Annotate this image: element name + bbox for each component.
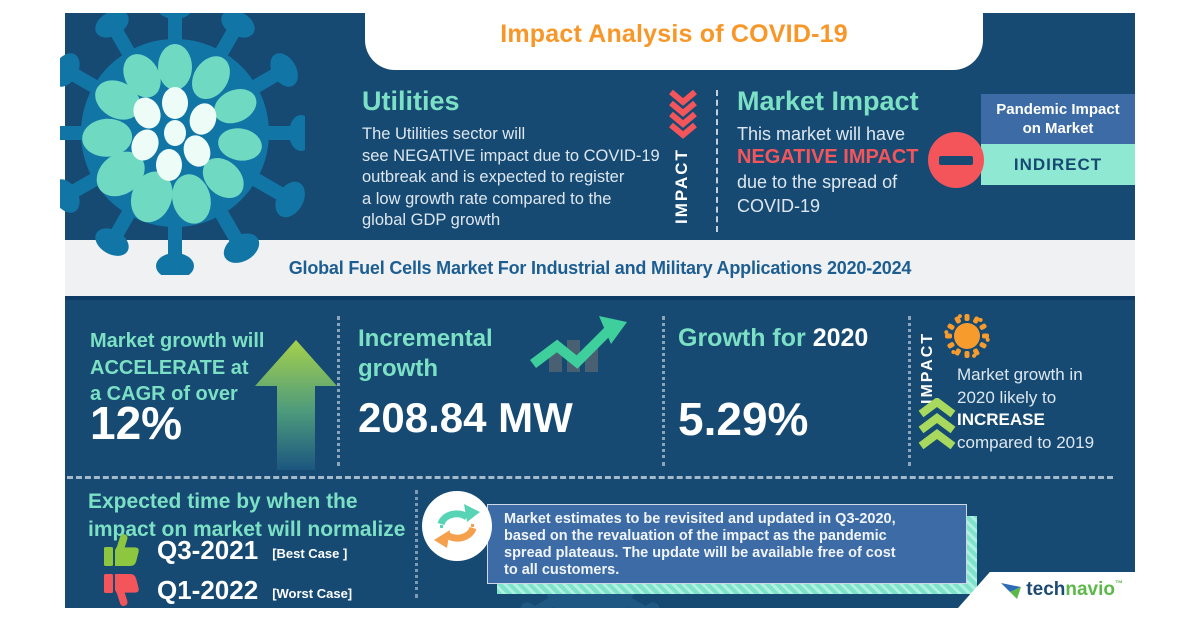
note-line: spread plateaus. The update will be avai… xyxy=(504,545,896,561)
column-divider xyxy=(337,316,340,466)
chevron-up-icon xyxy=(918,398,956,450)
market-impact-highlight: NEGATIVE IMPACT xyxy=(737,146,919,168)
impact-2020-line: compared to 2019 xyxy=(957,432,1095,452)
vertical-divider xyxy=(716,90,718,232)
banner-title: Impact Analysis of COVID-19 xyxy=(500,20,848,48)
impact-2020-highlight: INCREASE xyxy=(957,410,1045,429)
note-line: to all customers. xyxy=(504,562,620,578)
pandemic-impact-value: INDIRECT xyxy=(981,144,1135,185)
growth-arrow-icon xyxy=(255,340,337,470)
cagr-heading-line: a CAGR of over xyxy=(90,383,238,405)
growth-2020-value: 5.29% xyxy=(678,393,809,445)
coronavirus-icon xyxy=(60,13,305,275)
incremental-growth-value: 208.84 MW xyxy=(358,394,573,441)
note-box: Market estimates to be revisited and upd… xyxy=(487,504,967,584)
pandemic-impact-title: Pandemic Impact on Market xyxy=(981,94,1135,144)
normalize-heading-line: Expected time by when the xyxy=(88,490,358,513)
impact-vertical-label: IMPACT xyxy=(672,148,691,224)
banner: Impact Analysis of COVID-19 xyxy=(365,0,983,70)
column-divider xyxy=(908,316,911,466)
impact-vertical-label: IMPACT xyxy=(919,331,936,404)
utilities-heading: Utilities xyxy=(362,86,460,116)
stats-panel: Market growth will ACCELERATE at a CAGR … xyxy=(65,300,1135,608)
note-line: Market estimates to be revisited and upd… xyxy=(504,511,896,527)
best-case-label: [Best Case ] xyxy=(272,546,348,561)
utilities-line: see NEGATIVE impact due to COVID-19 xyxy=(362,146,660,165)
incremental-growth-label: Incremental growth xyxy=(358,325,493,382)
orange-virus-icon xyxy=(944,314,990,358)
growth-2020-label-accent: Growth for xyxy=(678,324,813,352)
best-case-row: Q3-2021 [Best Case ] xyxy=(103,532,347,568)
normalize-heading: Expected time by when the impact on mark… xyxy=(88,488,405,543)
thumbs-up-icon xyxy=(104,533,139,566)
note-text: Market estimates to be revisited and upd… xyxy=(504,511,958,579)
utilities-line: global GDP growth xyxy=(362,211,501,229)
growth-2020-label: Growth for 2020 xyxy=(678,324,868,353)
thumbs-down-icon xyxy=(104,574,139,607)
technavio-arrow-icon xyxy=(1001,583,1022,599)
cagr-value: 12% xyxy=(90,397,183,449)
cagr-heading: Market growth will ACCELERATE at a CAGR … xyxy=(90,328,264,408)
growth-2020-label-year: 2020 xyxy=(812,324,869,352)
utilities-description: The Utilities sector will see NEGATIVE i… xyxy=(362,124,660,232)
worst-case-row: Q1-2022 [Worst Case] xyxy=(103,572,352,608)
chevron-down-icon xyxy=(669,90,697,139)
utilities-line: The Utilities sector will xyxy=(362,125,526,143)
utilities-line: outbreak and is expected to register xyxy=(362,168,625,186)
technavio-wordmark: technavio™ xyxy=(1026,579,1123,600)
note-line: based on the revaluation of the impact a… xyxy=(504,528,887,544)
utilities-line: a low growth rate compared to the xyxy=(362,189,612,208)
trend-chart-icon xyxy=(530,316,627,372)
worst-case-value: Q1-2022 xyxy=(157,574,259,605)
normalize-heading-line: impact on market will normalize xyxy=(88,517,406,541)
cagr-heading-line: ACCELERATE at xyxy=(90,356,249,379)
column-divider xyxy=(662,316,665,466)
best-case-value: Q3-2021 xyxy=(157,534,259,565)
technavio-logo: technavio™ xyxy=(958,572,1135,608)
worst-case-label: [Worst Case] xyxy=(272,586,353,601)
impact-2020-text: Market growth in 2020 likely to INCREASE… xyxy=(957,364,1094,454)
market-impact-line: COVID-19 xyxy=(737,196,821,216)
market-impact-line: due to the spread of xyxy=(737,172,898,192)
market-impact-line: This market will have xyxy=(737,124,906,144)
horizontal-divider xyxy=(67,476,1113,479)
minus-icon xyxy=(928,132,984,188)
report-title: Global Fuel Cells Market For Industrial … xyxy=(288,258,912,278)
cagr-heading-line: Market growth will xyxy=(90,330,265,352)
impact-2020-line: 2020 likely to xyxy=(957,387,1057,407)
column-divider xyxy=(415,490,418,598)
market-impact-heading: Market Impact xyxy=(737,86,919,116)
pandemic-impact-box: Pandemic Impact on Market INDIRECT xyxy=(981,94,1135,185)
refresh-icon xyxy=(422,491,492,561)
impact-2020-line: Market growth in xyxy=(957,365,1083,384)
